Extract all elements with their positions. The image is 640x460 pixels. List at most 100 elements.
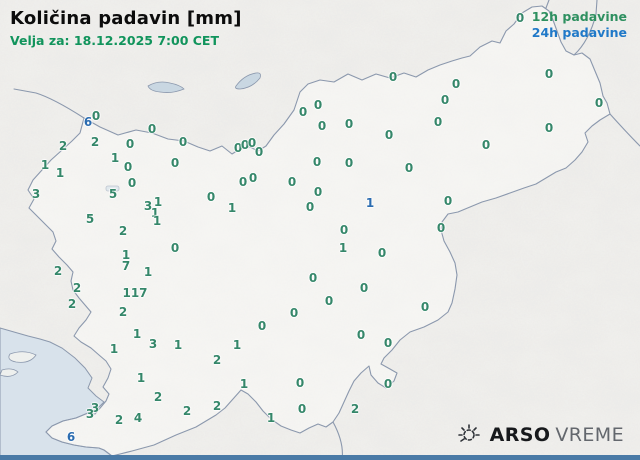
station-value: 1 (232, 338, 242, 352)
station-value: 0 (308, 271, 318, 285)
station-value: 2 (212, 353, 222, 367)
station-value: 2 (53, 264, 63, 278)
station-value: 1 (173, 338, 183, 352)
lagoon-islet (0, 368, 19, 377)
lake (105, 185, 120, 192)
station-value: 0 (91, 109, 101, 123)
station-value: 0 (443, 194, 453, 208)
station-value: 2 (118, 305, 128, 319)
station-value: 0 (515, 11, 525, 25)
border-stub-northwest (13, 88, 85, 119)
station-value: 0 (344, 156, 354, 170)
station-value: 0 (206, 190, 216, 204)
page-title: Količina padavin [mm] (10, 8, 242, 29)
lagoon-islet (8, 351, 37, 363)
station-value: 1 (152, 214, 162, 228)
brand-vreme: VREME (555, 424, 624, 446)
legend-24h-label: 24h padavine (531, 25, 627, 40)
station-value: 5 (108, 187, 118, 201)
station-value: 6 (66, 430, 76, 444)
lake (147, 81, 185, 93)
station-value: 0 (404, 161, 414, 175)
station-value: 6 (83, 115, 93, 129)
legend: 12h padavine 24h padavine (532, 9, 627, 41)
station-value: 2 (114, 413, 124, 427)
border-stub-east (609, 113, 640, 147)
station-value: 0 (313, 98, 323, 112)
station-value: 1 (365, 196, 375, 210)
station-value: 2 (153, 390, 163, 404)
station-value: 3 (90, 401, 100, 415)
station-value: 2 (182, 404, 192, 418)
station-value: 0 (254, 145, 264, 159)
station-value: 2 (350, 402, 360, 416)
brand-arso: ARSO (489, 424, 551, 446)
station-value: 0 (147, 122, 157, 136)
station-value: 0 (317, 119, 327, 133)
station-value: 1 (143, 265, 153, 279)
station-value: 3 (85, 407, 95, 421)
station-value: 0 (247, 136, 257, 150)
station-value: 0 (481, 138, 491, 152)
country-borders (13, 0, 640, 460)
station-value: 1 (153, 195, 163, 209)
station-value: 0 (324, 294, 334, 308)
station-value: 0 (313, 185, 323, 199)
border-stub-north (545, 0, 550, 9)
border-stub-northeast (573, 0, 598, 56)
station-value: 0 (123, 160, 133, 174)
validity-subtitle: Velja za: 18.12.2025 7:00 CET (10, 33, 219, 48)
legend-12h-label: 12h padavine (531, 9, 627, 24)
station-value: 1 (150, 206, 160, 220)
station-value: 0 (178, 135, 188, 149)
station-value: 0 (170, 241, 180, 255)
station-value: 1 (109, 342, 119, 356)
station-value: 0 (388, 70, 398, 84)
station-value: 0 (287, 175, 297, 189)
station-value: 0 (295, 376, 305, 390)
station-value: 2 (67, 297, 77, 311)
station-value: 117 (122, 286, 148, 300)
station-value: 1 (132, 327, 142, 341)
station-value: 2 (90, 135, 100, 149)
station-value: 0 (305, 200, 315, 214)
station-value: 0 (298, 105, 308, 119)
station-value: 0 (420, 300, 430, 314)
station-value: 0 (451, 77, 461, 91)
station-value: 0 (544, 121, 554, 135)
sun-icon (455, 420, 481, 450)
station-value: 0 (594, 96, 604, 110)
station-value: 1 (338, 241, 348, 255)
station-value: 2 (72, 281, 82, 295)
station-value: 0 (248, 171, 258, 185)
station-value: 0 (433, 115, 443, 129)
station-value: 0 (297, 402, 307, 416)
station-value: 1 (136, 371, 146, 385)
station-value: 0 (344, 117, 354, 131)
station-value: 4 (133, 411, 143, 425)
station-value: 0 (383, 336, 393, 350)
station-value: 2 (58, 139, 68, 153)
station-value: 3 (143, 199, 153, 213)
station-value: 0 (125, 137, 135, 151)
station-value: 0 (359, 281, 369, 295)
station-value: 2 (118, 224, 128, 238)
station-value: 1 (239, 377, 249, 391)
station-value: 1 (227, 201, 237, 215)
station-value: 1 (266, 411, 276, 425)
station-value: 0 (289, 306, 299, 320)
map-header: Količina padavin [mm] Velja za: 18.12.20… (10, 8, 242, 48)
station-value: 0 (233, 141, 243, 155)
station-value: 0 (440, 93, 450, 107)
station-value: 0 (384, 128, 394, 142)
station-value: 1 (40, 158, 50, 172)
station-value: 2 (212, 399, 222, 413)
station-value: 0 (436, 221, 446, 235)
arso-logo: ARSO VREME (455, 420, 624, 450)
station-value: 0 (257, 319, 267, 333)
station-value: 0 (240, 138, 250, 152)
